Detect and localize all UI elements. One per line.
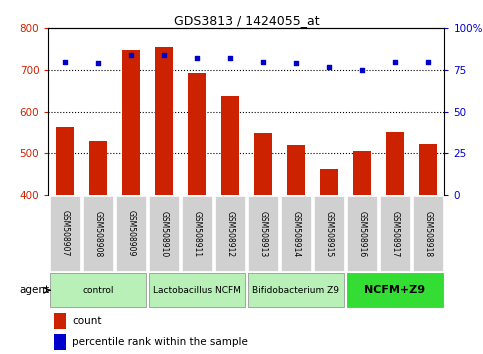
Bar bbox=[386, 132, 404, 195]
Bar bbox=[419, 144, 437, 195]
Point bbox=[160, 52, 168, 58]
Bar bbox=[54, 313, 66, 329]
Bar bbox=[353, 150, 371, 195]
Bar bbox=[83, 196, 113, 271]
Text: count: count bbox=[72, 316, 101, 326]
Bar bbox=[215, 196, 245, 271]
Text: Bifidobacterium Z9: Bifidobacterium Z9 bbox=[252, 286, 340, 295]
Text: agent: agent bbox=[19, 285, 49, 295]
Point bbox=[391, 59, 399, 64]
Text: control: control bbox=[82, 286, 114, 295]
Point bbox=[94, 61, 102, 66]
Bar bbox=[56, 127, 74, 195]
Text: GSM508913: GSM508913 bbox=[258, 211, 267, 257]
Text: GSM508908: GSM508908 bbox=[93, 211, 102, 257]
Point bbox=[292, 61, 300, 66]
Bar bbox=[347, 196, 377, 271]
Bar bbox=[281, 196, 311, 271]
Bar bbox=[248, 273, 344, 307]
Bar bbox=[248, 196, 278, 271]
Bar bbox=[380, 196, 410, 271]
Bar bbox=[221, 96, 239, 195]
Text: GSM508914: GSM508914 bbox=[291, 211, 300, 257]
Bar bbox=[149, 196, 179, 271]
Bar bbox=[413, 196, 443, 271]
Bar bbox=[116, 196, 146, 271]
Bar bbox=[314, 196, 344, 271]
Text: GSM508917: GSM508917 bbox=[390, 211, 399, 257]
Text: GSM508911: GSM508911 bbox=[192, 211, 201, 257]
Text: percentile rank within the sample: percentile rank within the sample bbox=[72, 337, 248, 348]
Title: GDS3813 / 1424055_at: GDS3813 / 1424055_at bbox=[173, 14, 319, 27]
Point bbox=[259, 59, 267, 64]
Bar bbox=[188, 73, 206, 195]
Point bbox=[358, 67, 366, 73]
Text: GSM508909: GSM508909 bbox=[127, 210, 135, 257]
Bar bbox=[182, 196, 212, 271]
Bar bbox=[254, 133, 272, 195]
Point bbox=[127, 52, 135, 58]
Text: NCFM+Z9: NCFM+Z9 bbox=[364, 285, 426, 295]
Point bbox=[61, 59, 69, 64]
Point bbox=[424, 59, 432, 64]
Text: GSM508918: GSM508918 bbox=[424, 211, 432, 257]
Bar bbox=[149, 273, 245, 307]
Text: GSM508915: GSM508915 bbox=[325, 211, 333, 257]
Point bbox=[226, 56, 234, 61]
Bar bbox=[50, 196, 80, 271]
Bar bbox=[50, 273, 146, 307]
Bar bbox=[122, 50, 140, 195]
Bar bbox=[320, 169, 338, 195]
Text: GSM508907: GSM508907 bbox=[60, 210, 69, 257]
Bar bbox=[89, 141, 107, 195]
Point bbox=[193, 56, 201, 61]
Bar bbox=[347, 273, 443, 307]
Text: GSM508910: GSM508910 bbox=[159, 211, 168, 257]
Bar bbox=[287, 145, 305, 195]
Text: GSM508916: GSM508916 bbox=[357, 211, 366, 257]
Bar bbox=[155, 47, 173, 195]
Point bbox=[325, 64, 333, 69]
Text: GSM508912: GSM508912 bbox=[226, 211, 234, 257]
Bar bbox=[54, 334, 66, 350]
Text: Lactobacillus NCFM: Lactobacillus NCFM bbox=[153, 286, 241, 295]
